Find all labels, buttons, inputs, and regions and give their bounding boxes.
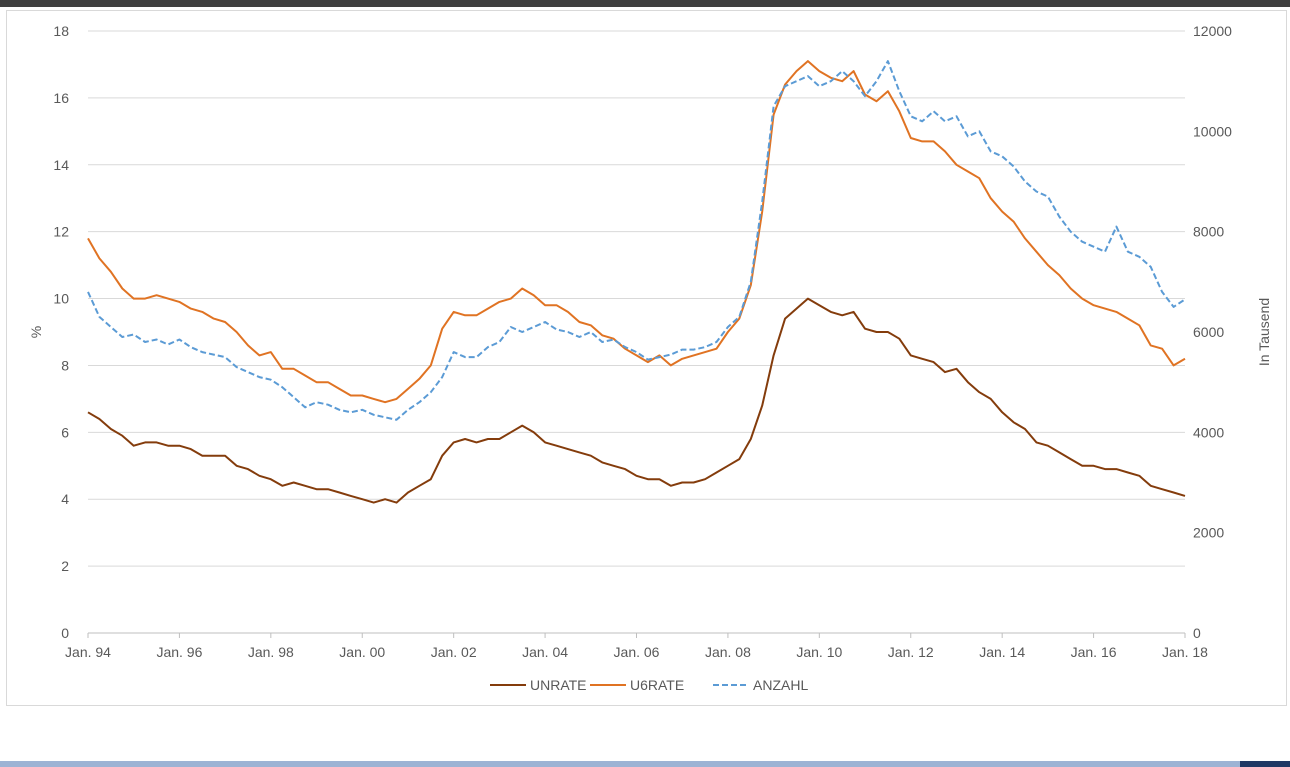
series-line-anzahl <box>87 60 1186 421</box>
x-tick-label: Jan. 96 <box>156 644 202 660</box>
y-tick-label: 18 <box>53 23 69 39</box>
y-tick-label: 6 <box>61 424 69 440</box>
y2-tick-label: 4000 <box>1193 424 1224 440</box>
x-tick-label: Jan. 16 <box>1071 644 1117 660</box>
x-tick-label: Jan. 14 <box>979 644 1025 660</box>
legend-label: ANZAHL <box>753 677 808 693</box>
y2-tick-label: 12000 <box>1193 23 1232 39</box>
x-tick-label: Jan. 00 <box>339 644 385 660</box>
y-tick-label: 16 <box>53 90 69 106</box>
y-tick-label: 0 <box>61 625 69 641</box>
y2-tick-label: 2000 <box>1193 525 1224 541</box>
top-border-bar <box>0 0 1290 7</box>
y2-tick-label: 6000 <box>1193 324 1224 340</box>
bottom-border-bar <box>0 761 1290 767</box>
right-axis-ticks: 0 2000 4000 6000 8000 10000 12000 <box>1193 23 1232 641</box>
y-tick-label: 2 <box>61 558 69 574</box>
x-axis-ticks: Jan. 94 Jan. 96 Jan. 98 Jan. 00 Jan. 02 Jan. … <box>65 633 1208 660</box>
legend-label: U6RATE <box>630 677 684 693</box>
x-tick-label: Jan. 12 <box>888 644 934 660</box>
y-tick-label: 12 <box>53 224 69 240</box>
y-axis-title: % <box>28 326 44 338</box>
series-line-unrate <box>87 297 1186 504</box>
series-lines <box>87 60 1186 504</box>
x-tick-label: Jan. 10 <box>796 644 842 660</box>
y2-tick-label: 10000 <box>1193 123 1232 139</box>
bottom-border-accent <box>1240 761 1290 767</box>
line-chart: 0 2 4 6 8 10 12 14 16 18 0 2000 4000 6000 8000 10000 12… <box>28 23 1272 693</box>
y-tick-label: 14 <box>53 157 69 173</box>
y2-tick-label: 8000 <box>1193 224 1224 240</box>
x-tick-label: Jan. 06 <box>614 644 660 660</box>
y-tick-label: 4 <box>61 491 69 507</box>
series-line-u6rate <box>87 60 1186 404</box>
left-axis-ticks: 0 2 4 6 8 10 12 14 16 18 <box>53 23 69 641</box>
y-tick-label: 10 <box>53 291 69 307</box>
x-tick-label: Jan. 94 <box>65 644 111 660</box>
chart-area: 0 2 4 6 8 10 12 14 16 18 0 2000 4000 6000 8000 10000 12… <box>6 10 1287 706</box>
y2-tick-label: 0 <box>1193 625 1201 641</box>
legend-label: UNRATE <box>530 677 587 693</box>
y-tick-label: 8 <box>61 357 69 373</box>
x-tick-label: Jan. 18 <box>1162 644 1208 660</box>
legend: UNRATE U6RATE ANZAHL <box>490 677 808 693</box>
x-tick-label: Jan. 98 <box>248 644 294 660</box>
x-tick-label: Jan. 02 <box>431 644 477 660</box>
y2-axis-title: In Tausend <box>1256 298 1272 366</box>
x-tick-label: Jan. 08 <box>705 644 751 660</box>
gridlines <box>88 30 1185 634</box>
x-tick-label: Jan. 04 <box>522 644 568 660</box>
